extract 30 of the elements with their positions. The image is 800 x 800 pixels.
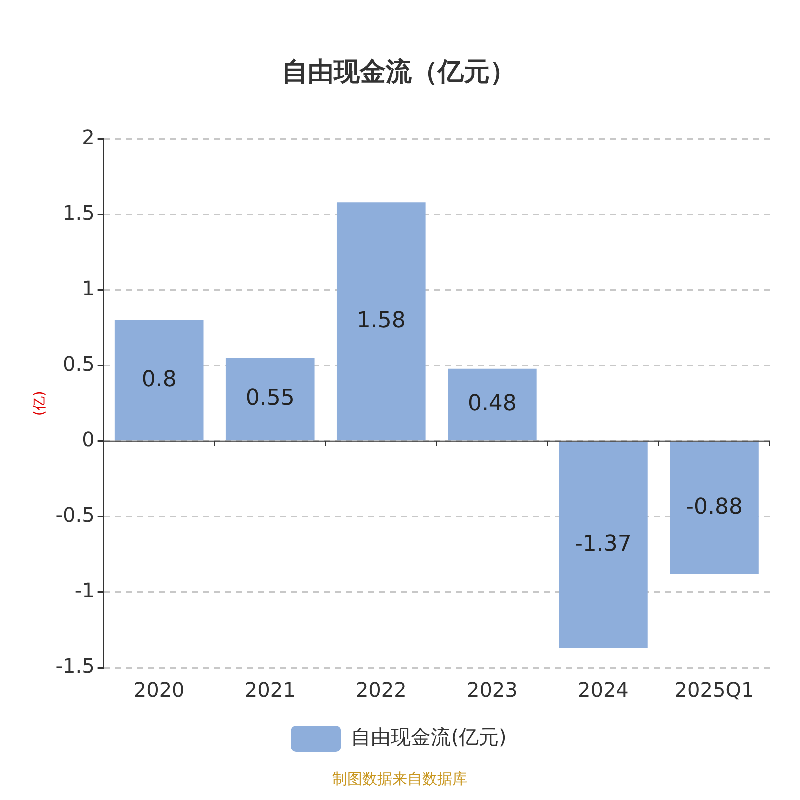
x-tick-label: 2022: [356, 678, 407, 702]
y-tick-label: -0.5: [56, 503, 95, 528]
bar: [114, 320, 204, 441]
data-label: 0.8: [142, 367, 177, 392]
bar: [559, 442, 648, 648]
y-tick-label: -1.5: [56, 654, 95, 678]
data-label: 0.55: [246, 386, 295, 412]
legend-label: 自由现金流(亿元): [351, 725, 507, 750]
data-label: 0.48: [468, 391, 517, 416]
data-label: 1.58: [356, 308, 406, 334]
y-tick-label: 1.5: [63, 200, 95, 225]
y-tick-label: -1: [74, 578, 95, 603]
data-label: -0.88: [686, 494, 743, 520]
bar: [336, 202, 426, 441]
bar: [226, 358, 315, 441]
x-tick-label: 2025Q1: [674, 678, 754, 702]
x-tick-label: 2024: [578, 678, 629, 702]
data-label: -1.37: [574, 532, 632, 557]
y-tick-label: 0.5: [63, 352, 95, 376]
x-tick-label: 2020: [134, 678, 185, 702]
x-tick-label: 2023: [466, 678, 518, 702]
bar: [670, 442, 759, 574]
chart-title: 自由现金流（亿元）: [282, 57, 516, 88]
y-axis-title: (亿): [32, 391, 48, 416]
y-tick-label: 0: [82, 428, 95, 452]
y-tick-label: 1: [82, 276, 95, 300]
bar: [448, 368, 537, 441]
text: 制图数据来自数据库: [332, 770, 468, 788]
x-tick-label: 2021: [244, 678, 296, 702]
y-tick-label: 2: [82, 125, 95, 150]
